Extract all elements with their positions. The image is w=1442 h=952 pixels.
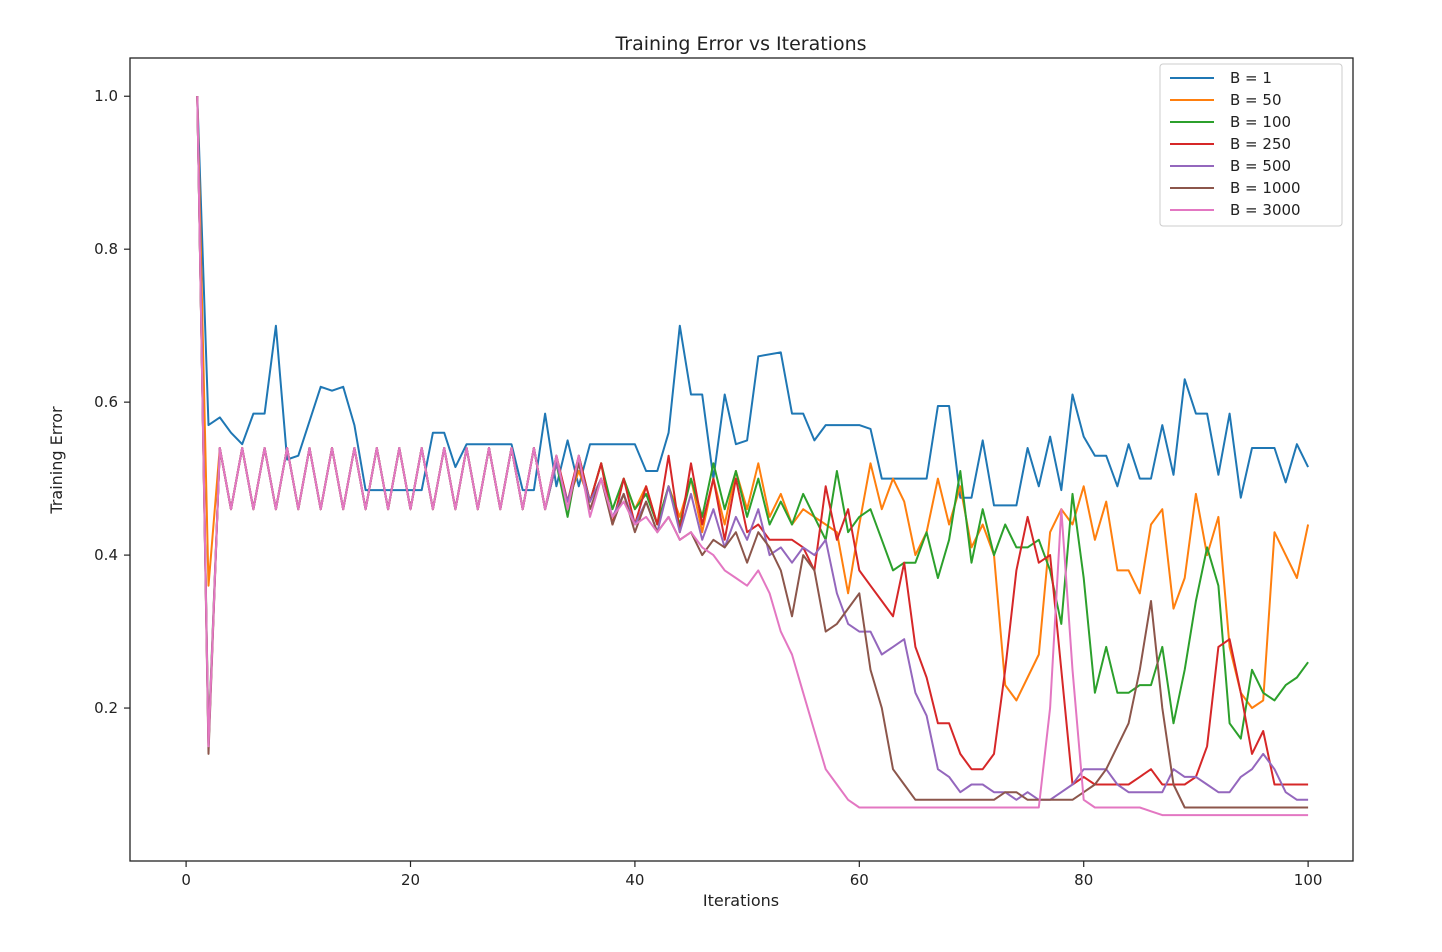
legend-box xyxy=(1159,63,1343,227)
x-tick-label: 0 xyxy=(181,871,191,889)
y-tick-label: 1.0 xyxy=(94,87,118,105)
x-tick-label: 40 xyxy=(625,871,644,889)
x-tick-label: 80 xyxy=(1074,871,1093,889)
y-tick-label: 0.6 xyxy=(94,393,118,411)
x-axis: 0 20 40 60 80 100 xyxy=(181,861,1322,889)
y-tick-label: 0.2 xyxy=(94,699,118,717)
chart-title: Training Error vs Iterations xyxy=(614,33,866,55)
plot-frame xyxy=(129,57,1354,862)
legend-entry-label: B = 1000 xyxy=(1230,179,1301,197)
series-line-b-3000 xyxy=(196,96,1309,817)
x-tick-label: 60 xyxy=(850,871,869,889)
x-axis-label: Iterations xyxy=(703,891,779,910)
x-tick-label: 100 xyxy=(1294,871,1323,889)
legend-entry-label: B = 250 xyxy=(1230,135,1291,153)
legend-entry-label: B = 3000 xyxy=(1230,201,1301,219)
y-tick-label: 0.8 xyxy=(94,240,118,258)
y-axis: 0.2 0.4 0.6 0.8 1.0 xyxy=(94,87,130,717)
x-tick-label: 20 xyxy=(401,871,420,889)
legend-entry-label: B = 1 xyxy=(1230,69,1272,87)
legend-entry-label: B = 500 xyxy=(1230,157,1291,175)
legend: B = 1 B = 50 B = 100 B = 250 B = 500 B = 1000… xyxy=(1159,63,1343,227)
legend-entry-label: B = 100 xyxy=(1230,113,1291,131)
y-tick-label: 0.4 xyxy=(94,546,118,564)
series-layer xyxy=(196,96,1310,817)
y-axis-label: Training Error xyxy=(47,406,66,515)
legend-entry-label: B = 50 xyxy=(1230,91,1281,109)
